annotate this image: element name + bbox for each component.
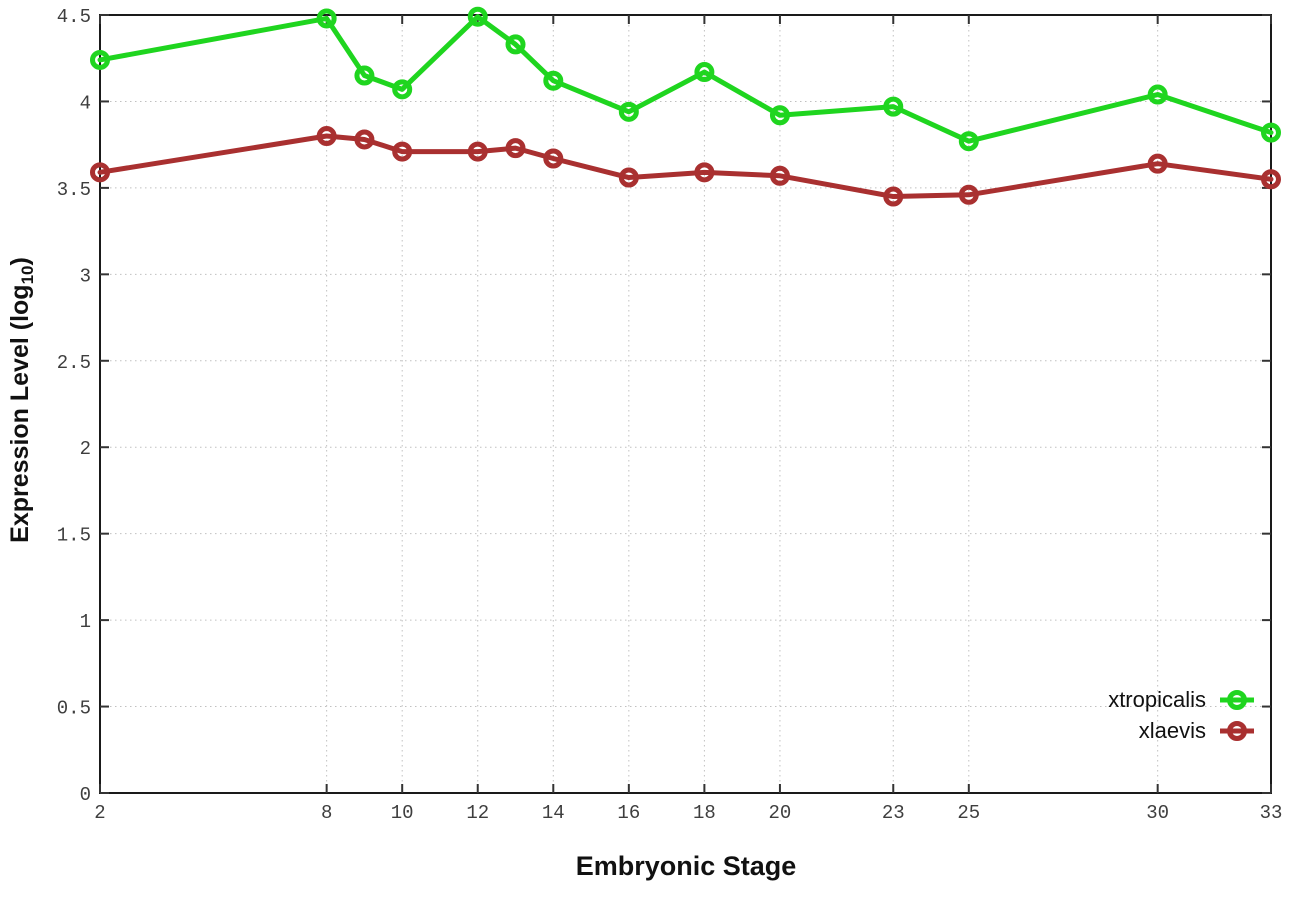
- data-point-xtropicalis: [505, 34, 526, 55]
- x-tick-label: 30: [1146, 802, 1169, 824]
- y-axis-title: Expression Level (log10): [6, 190, 42, 610]
- data-point-xtropicalis: [1147, 84, 1168, 105]
- data-point-xtropicalis: [90, 49, 110, 70]
- y-tick-label: 1: [80, 611, 91, 633]
- x-tick-label: 20: [769, 802, 792, 824]
- plot-border: [99, 14, 1272, 794]
- y-tick-label: 1.5: [57, 525, 91, 547]
- x-tick-label: 12: [466, 802, 489, 824]
- x-tick-label: 8: [321, 802, 332, 824]
- y-axis-title-text: Expression Level (log: [6, 284, 34, 543]
- y-tick-label: 4.5: [57, 6, 91, 28]
- data-point-xlaevis: [505, 138, 526, 159]
- x-axis-title: Embryonic Stage: [575, 851, 797, 881]
- data-point-xtropicalis: [1261, 122, 1281, 143]
- data-point-xtropicalis: [694, 62, 715, 83]
- data-point-xtropicalis: [467, 6, 488, 27]
- series-line-xtropicalis: [97, 14, 1274, 144]
- data-point-xtropicalis: [958, 131, 979, 152]
- legend-label-xlaevis: xlaevis: [1139, 718, 1206, 743]
- data-point-xlaevis: [90, 162, 110, 183]
- y-tick-label: 3.5: [57, 179, 91, 201]
- data-point-xtropicalis: [769, 105, 790, 126]
- x-tick-label: 16: [617, 802, 640, 824]
- y-tick-label: 4: [80, 92, 91, 114]
- x-tick-label: 2: [94, 802, 105, 824]
- data-point-xlaevis: [354, 129, 375, 150]
- data-point-xtropicalis: [316, 8, 337, 29]
- data-point-xlaevis: [1261, 169, 1281, 190]
- data-point-xlaevis: [1147, 153, 1168, 174]
- x-tick-label: 14: [542, 802, 565, 824]
- y-tick-label: 2.5: [57, 352, 91, 374]
- data-point-xlaevis: [467, 141, 488, 162]
- data-point-xtropicalis: [618, 101, 639, 122]
- x-tick-label: 18: [693, 802, 716, 824]
- data-point-xlaevis: [769, 165, 790, 186]
- data-point-xtropicalis: [392, 79, 413, 100]
- data-point-xlaevis: [543, 148, 564, 169]
- x-tick-label: 33: [1260, 802, 1283, 824]
- data-point-xlaevis: [316, 126, 337, 147]
- y-tick-label: 2: [80, 438, 91, 460]
- y-tick-label: 0: [80, 784, 91, 806]
- data-point-xlaevis: [392, 141, 413, 162]
- legend-sample-marker-xlaevis: [1227, 721, 1247, 741]
- y-axis-title-subscript: 10: [18, 265, 37, 285]
- data-point-xlaevis: [694, 162, 715, 183]
- y-tick-label: 3: [80, 265, 91, 287]
- data-point-xtropicalis: [883, 96, 904, 117]
- y-tick-label: 0.5: [57, 698, 91, 720]
- x-tick-label: 10: [391, 802, 414, 824]
- data-point-xtropicalis: [354, 65, 375, 86]
- x-tick-label: 23: [882, 802, 905, 824]
- legend-sample-marker-xtropicalis: [1227, 690, 1247, 710]
- data-point-xtropicalis: [543, 70, 564, 91]
- x-tick-label: 25: [957, 802, 980, 824]
- data-point-xlaevis: [958, 184, 979, 205]
- data-point-xlaevis: [883, 186, 904, 207]
- legend-label-xtropicalis: xtropicalis: [1108, 687, 1206, 712]
- data-point-xlaevis: [618, 167, 639, 188]
